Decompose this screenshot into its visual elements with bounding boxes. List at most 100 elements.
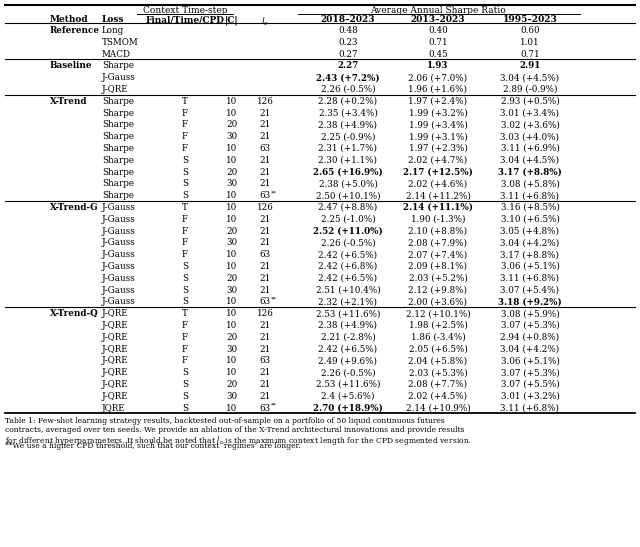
Text: 63: 63 <box>259 144 271 153</box>
Text: 63: 63 <box>259 250 271 259</box>
Text: 3.11 (+6.8%): 3.11 (+6.8%) <box>500 191 559 200</box>
Text: 2.12 (+9.8%): 2.12 (+9.8%) <box>408 286 467 295</box>
Text: 30: 30 <box>227 179 237 188</box>
Text: 21: 21 <box>259 109 271 118</box>
Text: 10: 10 <box>227 321 237 330</box>
Text: 2013–2023: 2013–2023 <box>411 15 465 25</box>
Text: 20: 20 <box>227 380 237 389</box>
Text: 0.27: 0.27 <box>338 50 358 59</box>
Text: 2.42 (+6.5%): 2.42 (+6.5%) <box>319 250 378 259</box>
Text: 10: 10 <box>227 404 237 412</box>
Text: 2.25 (-0.9%): 2.25 (-0.9%) <box>321 132 375 141</box>
Text: 2018–2023: 2018–2023 <box>321 15 375 25</box>
Text: 1.99 (+3.2%): 1.99 (+3.2%) <box>408 109 467 118</box>
Text: J-QRE: J-QRE <box>102 345 129 353</box>
Text: 2.08 (+7.7%): 2.08 (+7.7%) <box>408 380 468 389</box>
Text: Sharpe: Sharpe <box>102 109 134 118</box>
Text: 30: 30 <box>227 238 237 247</box>
Text: $l_c$: $l_c$ <box>261 15 269 28</box>
Text: 2.10 (+8.8%): 2.10 (+8.8%) <box>408 226 468 236</box>
Text: 21: 21 <box>259 321 271 330</box>
Text: Sharpe: Sharpe <box>102 167 134 177</box>
Text: 3.01 (+3.4%): 3.01 (+3.4%) <box>500 109 559 118</box>
Text: 63: 63 <box>259 191 271 200</box>
Text: |C|: |C| <box>225 15 239 25</box>
Text: 3.04 (+4.2%): 3.04 (+4.2%) <box>500 238 559 247</box>
Text: 2.04 (+5.8%): 2.04 (+5.8%) <box>408 357 468 365</box>
Text: F: F <box>182 345 188 353</box>
Text: 2.38 (+5.0%): 2.38 (+5.0%) <box>319 179 378 188</box>
Text: 2.02 (+4.5%): 2.02 (+4.5%) <box>408 392 468 401</box>
Text: 3.03 (+4.0%): 3.03 (+4.0%) <box>500 132 559 141</box>
Text: S: S <box>182 167 188 177</box>
Text: 10: 10 <box>227 144 237 153</box>
Text: 3.04 (+4.5%): 3.04 (+4.5%) <box>500 73 559 82</box>
Text: 2.53 (+11.6%): 2.53 (+11.6%) <box>316 380 380 389</box>
Text: 3.11 (+6.8%): 3.11 (+6.8%) <box>500 404 559 412</box>
Text: 2.28 (+0.2%): 2.28 (+0.2%) <box>319 97 378 106</box>
Text: 2.26 (-0.5%): 2.26 (-0.5%) <box>321 238 375 247</box>
Text: 3.05 (+4.8%): 3.05 (+4.8%) <box>500 226 559 236</box>
Text: S: S <box>182 298 188 306</box>
Text: 2.47 (+8.8%): 2.47 (+8.8%) <box>318 203 378 212</box>
Text: Sharpe: Sharpe <box>102 132 134 141</box>
Text: 0.48: 0.48 <box>338 26 358 35</box>
Text: T: T <box>182 203 188 212</box>
Text: 2.49 (+9.6%): 2.49 (+9.6%) <box>319 357 378 365</box>
Text: 20: 20 <box>227 226 237 236</box>
Text: 63: 63 <box>259 298 271 306</box>
Text: 20: 20 <box>227 120 237 130</box>
Text: 0.23: 0.23 <box>339 38 358 47</box>
Text: 21: 21 <box>259 179 271 188</box>
Text: S: S <box>182 286 188 295</box>
Text: 21: 21 <box>259 238 271 247</box>
Text: F: F <box>182 109 188 118</box>
Text: F: F <box>182 120 188 130</box>
Text: 21: 21 <box>259 368 271 377</box>
Text: 0.71: 0.71 <box>520 50 540 59</box>
Text: 1.99 (+3.1%): 1.99 (+3.1%) <box>408 132 467 141</box>
Text: 2.51 (+10.4%): 2.51 (+10.4%) <box>316 286 380 295</box>
Text: J-Gauss: J-Gauss <box>102 262 136 271</box>
Text: for different hyperparameters. It should be noted that $l_c$ is the maximum cont: for different hyperparameters. It should… <box>5 434 472 447</box>
Text: 10: 10 <box>227 97 237 106</box>
Text: F: F <box>182 250 188 259</box>
Text: 1995–2023: 1995–2023 <box>502 15 557 25</box>
Text: J-Gauss: J-Gauss <box>102 73 136 82</box>
Text: T: T <box>182 309 188 318</box>
Text: F: F <box>182 226 188 236</box>
Text: 10: 10 <box>227 191 237 200</box>
Text: J-Gauss: J-Gauss <box>102 286 136 295</box>
Text: Final/Time/CPD: Final/Time/CPD <box>145 15 225 25</box>
Text: 21: 21 <box>259 345 271 353</box>
Text: 126: 126 <box>257 97 273 106</box>
Text: 2.43 (+7.2%): 2.43 (+7.2%) <box>316 73 380 82</box>
Text: 2.25 (-1.0%): 2.25 (-1.0%) <box>321 215 375 224</box>
Text: 10: 10 <box>227 215 237 224</box>
Text: S: S <box>182 262 188 271</box>
Text: 20: 20 <box>227 333 237 342</box>
Text: 21: 21 <box>259 333 271 342</box>
Text: JQRE: JQRE <box>102 404 125 412</box>
Text: 10: 10 <box>227 298 237 306</box>
Text: 2.02 (+4.6%): 2.02 (+4.6%) <box>408 179 468 188</box>
Text: 21: 21 <box>259 380 271 389</box>
Text: 1.97 (+2.3%): 1.97 (+2.3%) <box>408 144 467 153</box>
Text: S: S <box>182 179 188 188</box>
Text: 2.89 (-0.9%): 2.89 (-0.9%) <box>503 85 557 94</box>
Text: Sharpe: Sharpe <box>102 144 134 153</box>
Text: 10: 10 <box>227 156 237 165</box>
Text: J-Gauss: J-Gauss <box>102 215 136 224</box>
Text: 21: 21 <box>259 226 271 236</box>
Text: 3.07 (+5.3%): 3.07 (+5.3%) <box>500 321 559 330</box>
Text: 2.26 (-0.5%): 2.26 (-0.5%) <box>321 368 375 377</box>
Text: 3.06 (+5.1%): 3.06 (+5.1%) <box>500 357 559 365</box>
Text: 2.65 (+16.9%): 2.65 (+16.9%) <box>313 167 383 177</box>
Text: 2.09 (+8.1%): 2.09 (+8.1%) <box>408 262 467 271</box>
Text: 3.08 (+5.9%): 3.08 (+5.9%) <box>500 309 559 318</box>
Text: J-QRE: J-QRE <box>102 321 129 330</box>
Text: 10: 10 <box>227 203 237 212</box>
Text: S: S <box>182 380 188 389</box>
Text: 10: 10 <box>227 109 237 118</box>
Text: 1.97 (+2.4%): 1.97 (+2.4%) <box>408 97 468 106</box>
